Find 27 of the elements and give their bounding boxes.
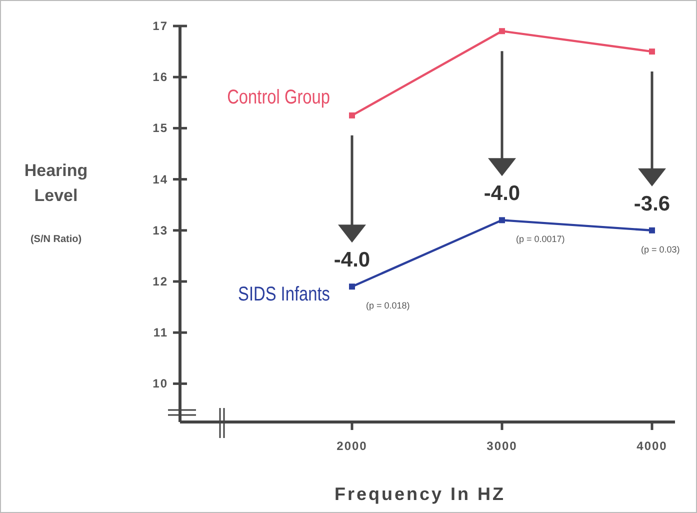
point <box>499 28 505 34</box>
y-tick-label: 10 <box>152 376 168 391</box>
y-tick-label: 13 <box>152 223 168 238</box>
annotation: (p = 0.0017) <box>516 234 565 244</box>
x-tick-label: 4000 <box>636 439 668 453</box>
x-tick-label: 2000 <box>336 439 368 453</box>
annotation: (p = 0.03) <box>641 244 680 254</box>
x-tick-label: 3000 <box>486 439 518 453</box>
annotation: -4.0 <box>334 248 370 272</box>
x-axis-title: Frequency In HZ <box>334 484 506 504</box>
point <box>349 112 355 118</box>
point <box>649 48 655 55</box>
text: Hearing Level (S/N Ratio) <box>24 161 88 245</box>
series-label: Control Group <box>227 84 330 108</box>
y-tick-label: 12 <box>152 274 168 288</box>
y-tick-label: 15 <box>152 121 168 136</box>
series-label: SIDS Infants <box>238 282 330 305</box>
point <box>349 284 355 290</box>
y-tick-label: 14 <box>152 172 168 186</box>
y-tick-label: 17 <box>152 19 168 33</box>
y-tick-label: 16 <box>152 70 168 84</box>
y-tick-label: 11 <box>153 326 168 340</box>
point <box>649 227 655 234</box>
annotation: (p = 0.018) <box>366 300 410 311</box>
point <box>499 217 505 224</box>
annotation: -4.0 <box>484 182 520 206</box>
annotation: -3.6 <box>634 192 670 216</box>
